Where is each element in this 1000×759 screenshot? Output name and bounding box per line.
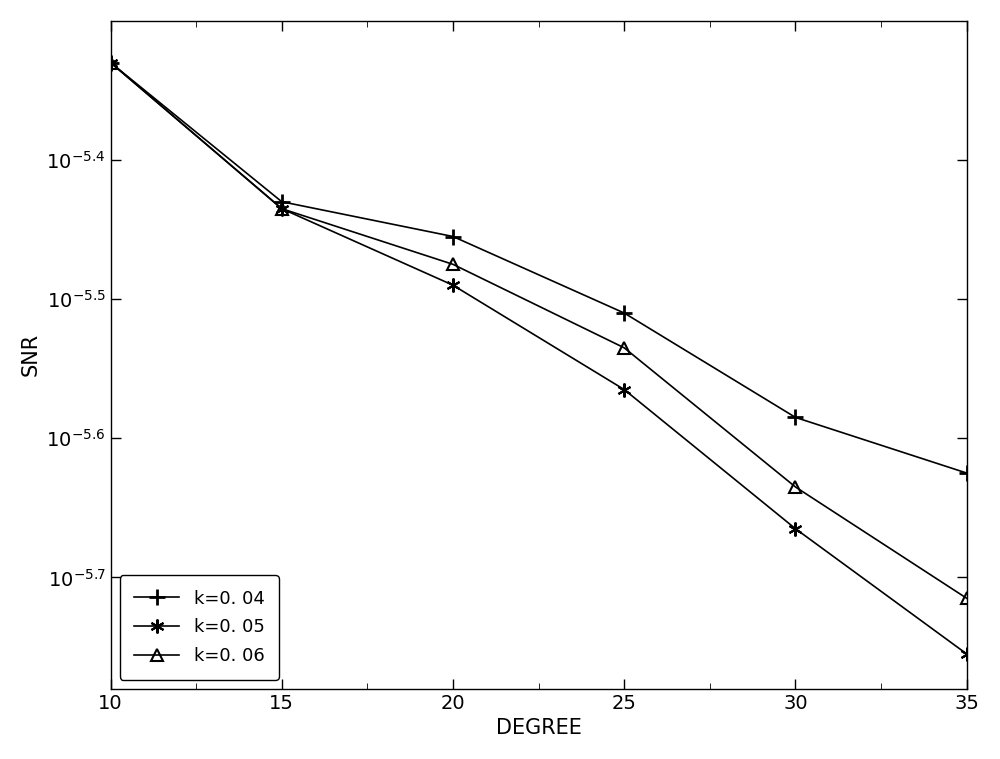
k=0. 05: [276, 204, 288, 213]
Line: k=0. 05: k=0. 05: [104, 55, 974, 661]
Line: k=0. 04: k=0. 04: [102, 54, 975, 481]
k=0. 05: [105, 58, 117, 67]
X-axis label: DEGREE: DEGREE: [496, 718, 582, 739]
k=0. 05: [447, 281, 459, 290]
k=0. 05: [961, 650, 973, 659]
k=0. 04: [789, 413, 801, 422]
k=0. 06: [105, 58, 117, 67]
k=0. 04: [961, 468, 973, 477]
k=0. 04: [276, 197, 288, 206]
k=0. 06: [276, 204, 288, 213]
k=0. 04: [618, 308, 630, 317]
k=0. 04: [105, 58, 117, 67]
k=0. 05: [618, 385, 630, 394]
Line: k=0. 06: k=0. 06: [104, 56, 973, 605]
Y-axis label: SNR: SNR: [21, 333, 41, 376]
Legend: k=0. 04, k=0. 05, k=0. 06: k=0. 04, k=0. 05, k=0. 06: [120, 575, 279, 680]
k=0. 06: [447, 260, 459, 269]
k=0. 06: [789, 483, 801, 492]
k=0. 05: [789, 524, 801, 534]
k=0. 06: [618, 343, 630, 352]
k=0. 06: [961, 594, 973, 603]
k=0. 04: [447, 232, 459, 241]
